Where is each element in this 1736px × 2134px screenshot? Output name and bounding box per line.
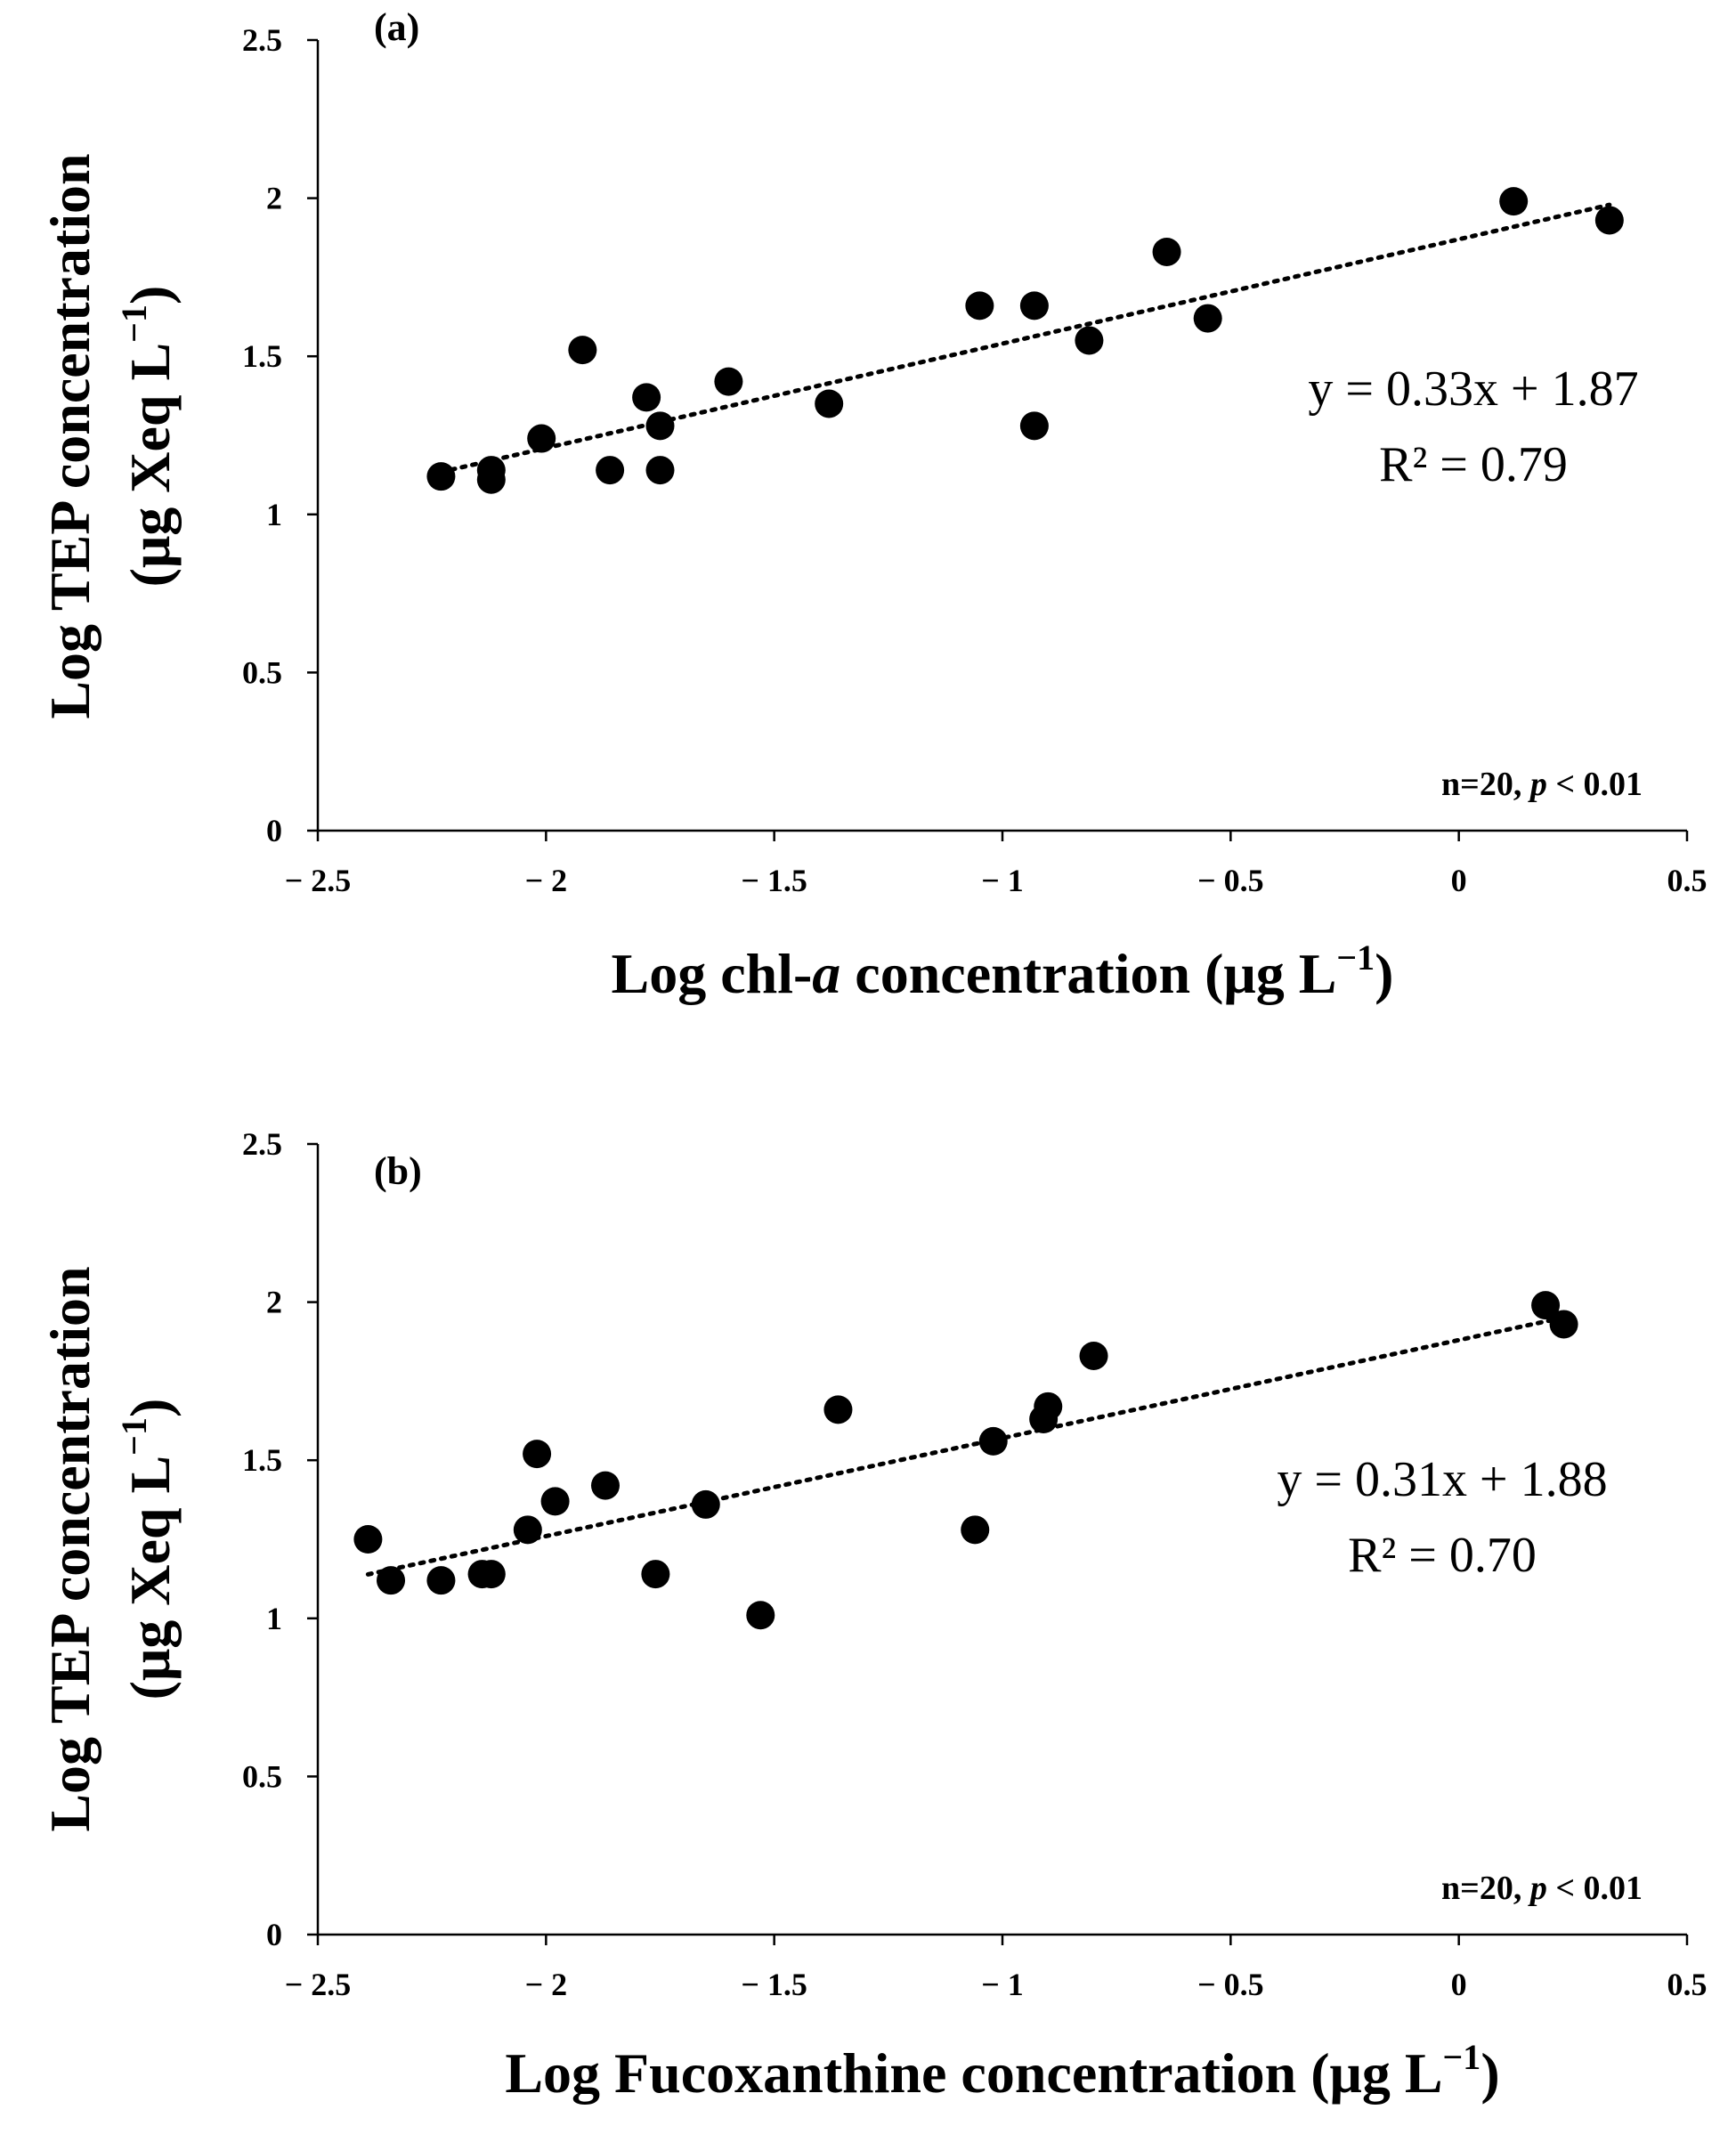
panel-b-x-tick-label: − 1.5	[741, 1967, 807, 2002]
panel-b-data-point	[1079, 1341, 1108, 1370]
panel-b-data-point	[523, 1440, 552, 1469]
panel-b-x-tick-label: 0.5	[1667, 1967, 1708, 2002]
panel-b-y-axis-label-line2: (μg Xeq L−1)	[114, 1399, 182, 1700]
panel-b-label: (b)	[374, 1149, 422, 1193]
panel-b-data-point	[641, 1560, 670, 1589]
panel-b-data-point	[377, 1566, 406, 1595]
panel-a-stat-annotation: n=20, p < 0.01	[1441, 766, 1643, 803]
panel-a-label: (a)	[374, 5, 419, 49]
panel-a-data-point	[645, 456, 675, 485]
panel-a-y-axis-label-line1: Log TEP concentration	[38, 153, 101, 718]
panel-b-data-point	[353, 1525, 383, 1554]
panel-b-data-point	[540, 1487, 570, 1516]
panel-b-data-point	[961, 1515, 990, 1545]
panel-a-data-point	[1594, 206, 1624, 235]
panel-b-data-point	[426, 1566, 456, 1595]
panel-a-y-tick-label: 2.5	[242, 22, 282, 58]
panel-a-x-tick-label: 0.5	[1667, 863, 1708, 898]
panel-a-data-point	[632, 383, 661, 412]
panel-a-x-tick-label: − 1	[981, 863, 1024, 898]
panel-b-y-tick-label: 0.5	[242, 1758, 282, 1794]
panel-b-data-point	[978, 1426, 1008, 1456]
panel-b-x-tick-label: 0	[1451, 1967, 1467, 2002]
panel-b-equation: y = 0.31x + 1.88	[1277, 1452, 1607, 1507]
panel-a-y-axis-label-line2: (μg Xeq L−1)	[114, 286, 182, 588]
panel-a-data-point	[1499, 187, 1529, 216]
panel-a-data-point	[965, 291, 994, 321]
panel-b-x-tick-label: − 1	[981, 1967, 1024, 2002]
panel-a-data-point	[426, 462, 456, 491]
panel-b-x-axis-label: Log Fucoxanthine concentration (μg L−1)	[505, 2037, 1499, 2105]
panel-b-r-squared: R² = 0.70	[1348, 1528, 1537, 1583]
panel-b-y-tick-label: 1	[266, 1601, 282, 1636]
panel-b-x-tick-label: − 2.5	[285, 1967, 352, 2002]
panel-a-r-squared: R² = 0.79	[1379, 437, 1568, 492]
panel-b-data-point	[746, 1601, 775, 1630]
panel-a-x-tick-label: − 2.5	[285, 863, 352, 898]
panel-a-trendline	[438, 202, 1612, 475]
panel-b-data-point	[590, 1471, 620, 1500]
panel-b-chart: 0 0.5 1 1.5 2 2.5 − 2.5 − 2 − 1.5 − 1 − 0.5 0 0.5 (b)…	[38, 1126, 1708, 2105]
panel-b-data-point	[513, 1515, 542, 1545]
panel-a-data-point	[1152, 237, 1181, 266]
panel-b-y-tick-label: 2	[266, 1285, 282, 1320]
panel-b-x-tick-label: − 2	[525, 1967, 568, 2002]
panel-a-y-tick-label: 1	[266, 497, 282, 532]
panel-a-x-tick-label: 0	[1451, 863, 1467, 898]
panel-a-x-axis-label: Log chl-a concentration (μg L−1)	[612, 937, 1394, 1005]
panel-b-trendline	[365, 1315, 1567, 1577]
panel-a-y-tick-label: 2	[266, 181, 282, 216]
panel-b-stat-annotation: n=20, p < 0.01	[1441, 1870, 1643, 1907]
panel-b-y-tick-label: 1.5	[242, 1442, 282, 1478]
panel-a-data-point	[596, 456, 625, 485]
panel-a-chart: 0 0.5 1 1.5 2 2.5 − 2.5 − 2 − 1.5 − 1 − 0.5 0 0.5 (a)…	[38, 5, 1708, 1005]
panel-b-data-point	[1549, 1310, 1578, 1339]
panel-b-data-point	[1531, 1291, 1561, 1320]
panel-b-data-point	[476, 1560, 506, 1589]
panel-a-equation: y = 0.33x + 1.87	[1308, 361, 1638, 417]
panel-a-data-point	[815, 389, 844, 418]
panel-b-y-axis-label-line1: Log TEP concentration	[38, 1266, 101, 1831]
panel-a-data-point	[527, 424, 556, 453]
panel-a-data-point	[714, 367, 743, 396]
panel-a-data-point	[1019, 291, 1049, 321]
panel-a-x-tick-label: − 0.5	[1197, 863, 1264, 898]
panel-b-y-tick-label: 0	[266, 1917, 282, 1952]
panel-a-y-tick-label: 1.5	[242, 338, 282, 374]
panel-a-y-tick-label: 0	[266, 813, 282, 848]
panel-a-data-point	[1019, 411, 1049, 441]
panel-a-x-tick-label: − 1.5	[741, 863, 807, 898]
panel-a-data-point	[645, 411, 675, 441]
panel-a-data-point	[1193, 304, 1222, 333]
panel-a-data-point	[1075, 326, 1104, 355]
panel-b-x-tick-label: − 0.5	[1197, 1967, 1264, 2002]
panel-b-data-point	[691, 1489, 720, 1519]
panel-b-y-tick-label: 2.5	[242, 1126, 282, 1162]
panel-a-data-point	[568, 336, 597, 365]
panel-a-x-tick-label: − 2	[525, 863, 568, 898]
panel-a-data-point	[476, 465, 506, 494]
panel-a-y-tick-label: 0.5	[242, 654, 282, 690]
panel-b-data-point	[1034, 1392, 1063, 1421]
panel-b-data-point	[823, 1395, 853, 1424]
